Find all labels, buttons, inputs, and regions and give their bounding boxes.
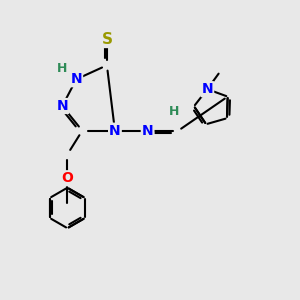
Text: N: N xyxy=(56,99,68,113)
Text: S: S xyxy=(101,32,112,47)
Text: N: N xyxy=(142,124,153,138)
Text: N: N xyxy=(70,72,82,86)
Text: N: N xyxy=(202,82,213,96)
Text: N: N xyxy=(109,124,121,138)
Text: H: H xyxy=(57,62,67,75)
Text: H: H xyxy=(169,106,180,118)
Text: O: O xyxy=(61,171,73,185)
